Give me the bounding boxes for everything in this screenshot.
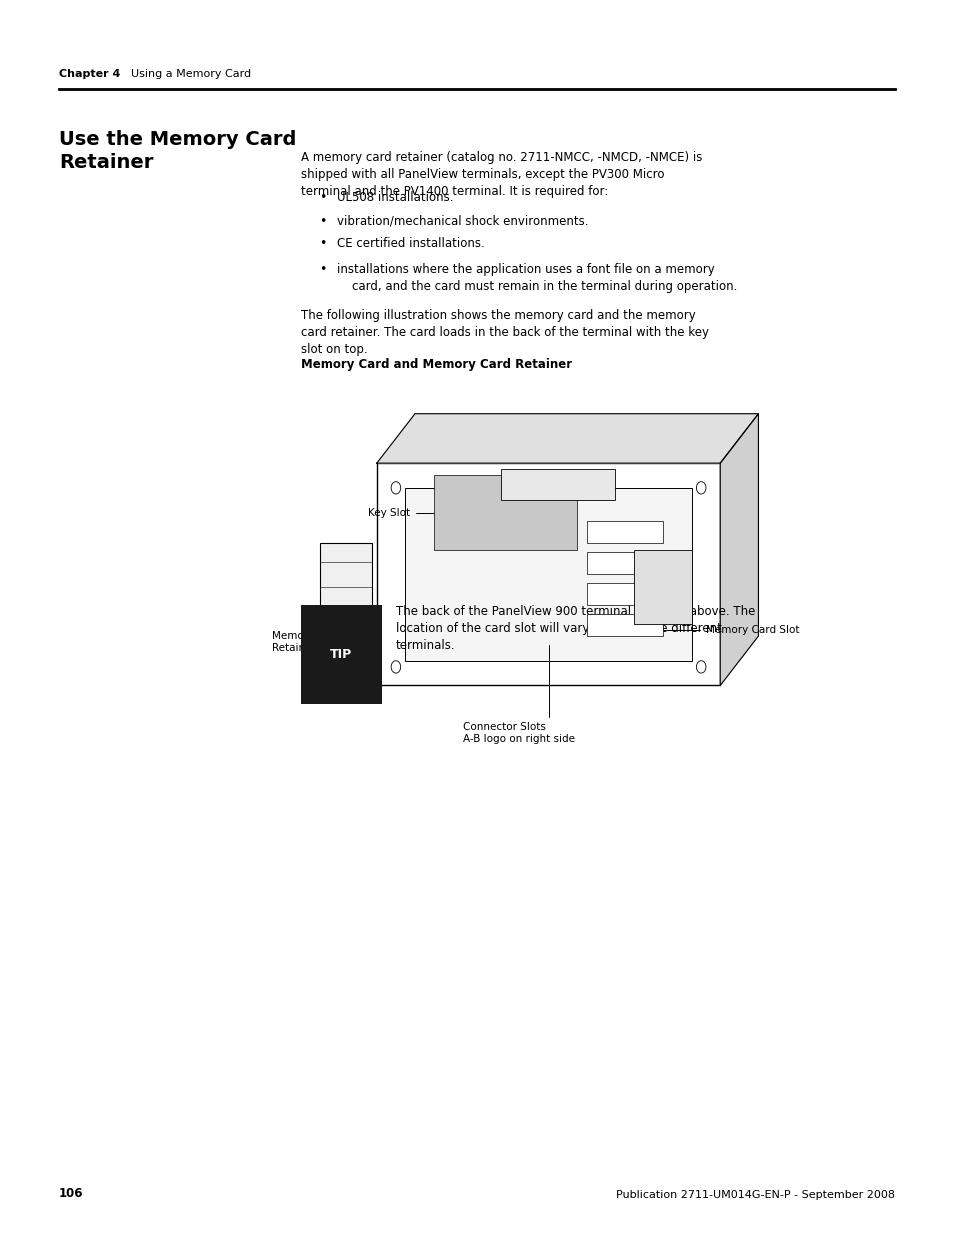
Text: Memory Card Slot: Memory Card Slot [662, 595, 799, 635]
Text: •: • [319, 191, 327, 205]
FancyBboxPatch shape [434, 475, 577, 550]
FancyBboxPatch shape [500, 469, 615, 500]
Text: Use the Memory Card
Retainer: Use the Memory Card Retainer [59, 130, 296, 172]
Text: A memory card retainer (catalog no. 2711-NMCC, -NMCD, -NMCE) is
shipped with all: A memory card retainer (catalog no. 2711… [300, 151, 701, 198]
Text: Using a Memory Card: Using a Memory Card [131, 69, 251, 79]
FancyBboxPatch shape [319, 543, 372, 648]
Text: The following illustration shows the memory card and the memory
card retainer. T: The following illustration shows the mem… [300, 309, 708, 356]
Polygon shape [376, 414, 758, 463]
Text: Memory Card
Retainer: Memory Card Retainer [272, 608, 372, 653]
FancyBboxPatch shape [586, 614, 662, 636]
Text: installations where the application uses a font file on a memory
    card, and t: installations where the application uses… [336, 263, 737, 293]
Text: UL508 installations.: UL508 installations. [336, 191, 453, 205]
FancyBboxPatch shape [376, 463, 720, 685]
FancyBboxPatch shape [300, 605, 381, 704]
Text: Chapter 4: Chapter 4 [59, 69, 120, 79]
Text: 106: 106 [59, 1187, 84, 1200]
Text: The back of the PanelView 900 terminal is shown above. The
location of the card : The back of the PanelView 900 terminal i… [395, 605, 755, 652]
Text: vibration/mechanical shock environments.: vibration/mechanical shock environments. [336, 215, 588, 228]
Text: Connector Slots
A-B logo on right side: Connector Slots A-B logo on right side [462, 645, 574, 743]
Text: Key Slot: Key Slot [368, 487, 538, 517]
FancyBboxPatch shape [586, 583, 662, 605]
Text: Memory Card and Memory Card Retainer: Memory Card and Memory Card Retainer [300, 358, 571, 372]
Text: •: • [319, 237, 327, 251]
FancyBboxPatch shape [405, 488, 691, 661]
Polygon shape [720, 414, 758, 685]
FancyBboxPatch shape [586, 521, 662, 543]
Text: Publication 2711-UM014G-EN-P - September 2008: Publication 2711-UM014G-EN-P - September… [616, 1191, 894, 1200]
Text: TIP: TIP [330, 648, 352, 661]
Text: CE certified installations.: CE certified installations. [336, 237, 484, 251]
Text: •: • [319, 263, 327, 277]
FancyBboxPatch shape [586, 552, 662, 574]
FancyBboxPatch shape [634, 550, 691, 624]
Text: •: • [319, 215, 327, 228]
